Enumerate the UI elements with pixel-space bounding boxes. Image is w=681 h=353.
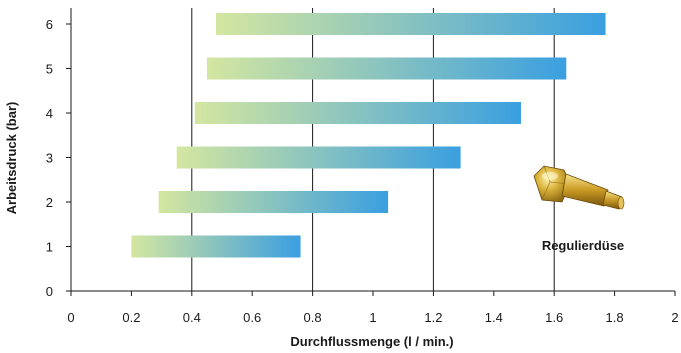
x-axis-title: Durchflussmenge (l / min.) (290, 334, 453, 349)
y-tick-label: 3 (46, 151, 53, 166)
y-tick-label: 0 (46, 284, 53, 299)
x-tick-label: 1.6 (545, 310, 563, 325)
x-tick-label: 1 (369, 310, 376, 325)
annotation-label: Regulierdüse (542, 238, 624, 253)
bar-2 (158, 191, 389, 213)
y-tick-label: 1 (46, 240, 53, 255)
y-tick-label: 6 (46, 17, 53, 32)
nozzle-icon (533, 165, 625, 210)
x-tick-label: 0 (67, 310, 74, 325)
x-tick-label: 1.2 (424, 310, 442, 325)
y-axis-title: Arbeitsdruck (bar) (4, 102, 19, 215)
bar-4 (194, 102, 521, 124)
x-tick-label: 1.8 (606, 310, 624, 325)
bar-1 (131, 235, 301, 258)
bars (131, 13, 606, 258)
x-tick-label: 0.6 (243, 310, 261, 325)
x-tick-label: 0.8 (304, 310, 322, 325)
x-tick-label: 2 (671, 310, 678, 325)
axes (66, 8, 676, 296)
x-tick-label: 1.4 (485, 310, 503, 325)
tick-labels: 0 0.2 0.4 0.6 0.8 1 1.2 1.4 1.6 1.8 2 0 1 2 3 4 5 6 (46, 17, 679, 325)
bar-6 (215, 13, 606, 35)
bar-5 (206, 57, 567, 80)
y-tick-label: 2 (46, 195, 53, 210)
x-tick-label: 0.2 (122, 310, 140, 325)
bar-3 (176, 146, 461, 169)
y-tick-label: 5 (46, 62, 53, 77)
x-tick-label: 0.4 (183, 310, 201, 325)
y-tick-label: 4 (46, 106, 53, 121)
